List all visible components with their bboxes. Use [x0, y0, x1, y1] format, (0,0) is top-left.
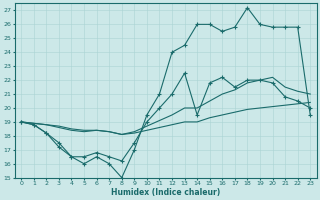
X-axis label: Humidex (Indice chaleur): Humidex (Indice chaleur) — [111, 188, 220, 197]
